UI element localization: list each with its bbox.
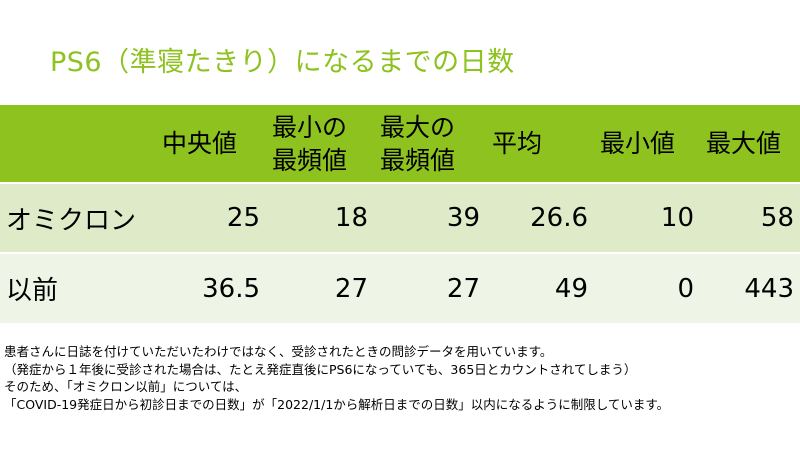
cell-mean: 26.6 <box>530 203 588 233</box>
header-corner <box>0 105 156 183</box>
cell-min: 0 <box>677 273 694 304</box>
cell-mean: 49 <box>554 273 588 304</box>
table-header-row: 中央値 最小の 最頻値 最大の 最頻値 平均 最小値 最大値 <box>0 105 800 183</box>
cell-max-mode: 39 <box>446 203 480 233</box>
cell-max-mode: 27 <box>446 273 480 304</box>
footnote-line: 「COVID-19発症日から初診日までの日数」が「2022/1/1から解析日まで… <box>4 396 670 412</box>
header-max-mode-line1: 最大の <box>380 112 456 142</box>
footnotes: 患者さんに日誌を付けていただいたわけではなく、受診されたときの問診データを用いて… <box>4 343 798 413</box>
header-min-mode: 最小の 最頻値 <box>266 105 374 183</box>
cell-median: 25 <box>226 203 260 233</box>
header-mean: 平均 <box>492 129 543 158</box>
page-title: PS6（準寝たきり）になるまでの日数 <box>50 47 515 78</box>
header-median: 中央値 <box>162 129 238 158</box>
footnote-line: そのため、「オミクロン以前」については、 <box>4 379 248 394</box>
row-label-omicron: オミクロン <box>6 205 137 236</box>
cell-min-mode: 27 <box>334 273 368 304</box>
table-row: 以前 36.5 27 27 49 0 443 <box>0 253 800 323</box>
header-max-mode: 最大の 最頻値 <box>374 105 486 183</box>
header-max-mode-line2: 最頻値 <box>380 145 456 175</box>
cell-max: 58 <box>760 203 794 233</box>
header-max: 最大値 <box>706 129 782 158</box>
cell-max: 443 <box>744 273 794 304</box>
stats-table: 中央値 最小の 最頻値 最大の 最頻値 平均 最小値 最大値 オミクロン 25 18… <box>0 105 800 323</box>
cell-median: 36.5 <box>202 273 260 304</box>
footnote-line: 患者さんに日誌を付けていただいたわけではなく、受診されたときの問診データを用いて… <box>4 344 553 359</box>
cell-min-mode: 18 <box>334 203 368 233</box>
header-min-mode-line2: 最頻値 <box>272 145 348 175</box>
table-row: オミクロン 25 18 39 26.6 10 58 <box>0 183 800 253</box>
cell-min: 10 <box>660 203 694 233</box>
header-min-mode-line1: 最小の <box>272 112 348 142</box>
row-label-before: 以前 <box>6 276 59 306</box>
header-min: 最小値 <box>600 129 676 158</box>
footnote-line: （発症から１年後に受診された場合は、たとえ発症直後にPS6になっていても、365… <box>4 361 637 377</box>
